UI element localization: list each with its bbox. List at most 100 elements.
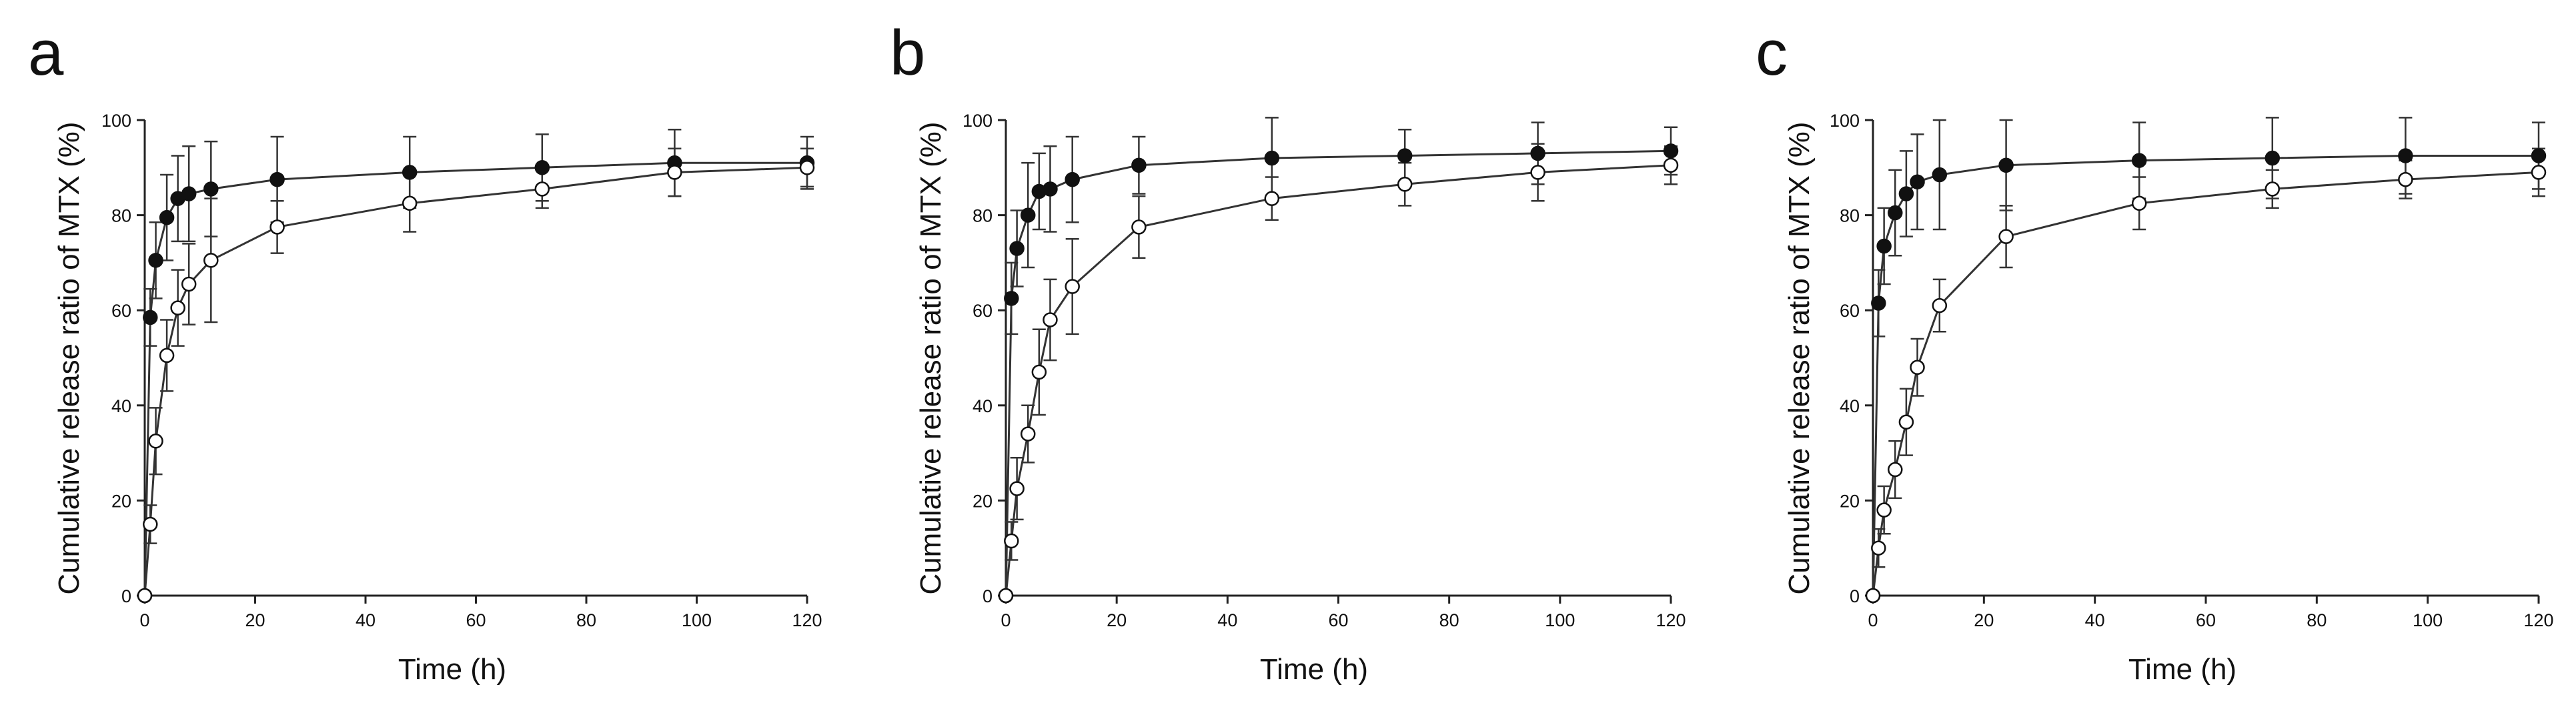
x-tick-label-c: 20 xyxy=(1974,610,1994,630)
data-point-filled-b xyxy=(1004,291,1019,306)
plot-area-a: 0 20 40 60 80 100 120 0 20 40 60 80 100 xyxy=(101,111,822,630)
data-point-open-a xyxy=(667,165,682,180)
plot-area-b: 0 20 40 60 80 100 120 0 20 40 60 80 100 xyxy=(962,111,1686,630)
data-point-open-b xyxy=(1031,364,1047,380)
data-point-open-b xyxy=(1530,165,1545,180)
data-point-filled-c xyxy=(1998,157,2014,173)
panel-label-b: b xyxy=(890,17,925,89)
x-tick-label-b: 100 xyxy=(1545,610,1575,630)
x-tick-label-a: 100 xyxy=(682,610,712,630)
y-tick-label-b: 40 xyxy=(973,396,993,416)
x-tick-label-a: 20 xyxy=(245,610,265,630)
data-point-open-a xyxy=(402,195,418,211)
series-line-filled-b xyxy=(1005,149,1672,596)
x-tick-label-b: 40 xyxy=(1217,610,1237,630)
x-tick-label-b: 80 xyxy=(1439,610,1459,630)
data-point-filled-b xyxy=(1663,143,1679,159)
data-point-filled-b xyxy=(1397,148,1413,163)
data-point-filled-c xyxy=(2265,150,2281,166)
y-tick-label-b: 20 xyxy=(973,491,993,511)
data-point-open-b xyxy=(1131,219,1147,235)
y-tick-label-c: 80 xyxy=(1840,206,1860,226)
data-point-open-c xyxy=(1998,229,2014,244)
data-point-filled-a xyxy=(143,309,158,325)
x-tick-label-b: 0 xyxy=(1001,610,1011,630)
data-point-filled-b xyxy=(1043,181,1058,197)
series-line-filled-c xyxy=(1872,155,2539,596)
data-point-filled-c xyxy=(2131,153,2147,168)
panel-label-a: a xyxy=(28,17,64,89)
data-point-filled-a xyxy=(148,253,163,268)
x-tick-label-a: 0 xyxy=(139,610,149,630)
data-point-filled-a xyxy=(159,209,175,225)
x-tick-label-b: 120 xyxy=(1656,610,1686,630)
data-point-filled-b xyxy=(1264,150,1280,166)
x-tick-label-c: 0 xyxy=(1868,610,1878,630)
data-point-filled-a xyxy=(534,160,550,175)
x-axis-title-c: Time (h) xyxy=(2128,653,2236,686)
data-point-filled-c xyxy=(1876,238,1892,254)
x-axis-title-a: Time (h) xyxy=(398,653,506,686)
y-tick-label-b: 100 xyxy=(962,111,993,131)
panel-label-c: c xyxy=(1756,17,1788,89)
data-point-open-b xyxy=(1020,426,1036,442)
data-point-filled-c xyxy=(2398,148,2413,163)
data-point-filled-a xyxy=(402,165,418,180)
y-tick-label-a: 60 xyxy=(111,301,131,321)
data-point-filled-b xyxy=(1065,171,1080,187)
data-point-open-a xyxy=(143,516,158,532)
x-tick-label-b: 60 xyxy=(1328,610,1348,630)
data-point-open-c xyxy=(1932,297,1948,313)
data-point-filled-c xyxy=(1932,167,1948,183)
data-point-open-c xyxy=(1865,588,1881,604)
y-axis-title-c: Cumulative release ratio of MTX (%) xyxy=(1783,121,1816,594)
y-tick-label-c: 60 xyxy=(1840,301,1860,321)
data-point-open-a xyxy=(269,219,285,235)
data-point-filled-a xyxy=(269,171,285,187)
x-tick-label-a: 120 xyxy=(792,610,822,630)
x-tick-label-a: 80 xyxy=(576,610,596,630)
data-point-open-a xyxy=(799,160,815,175)
data-point-open-b xyxy=(1009,481,1025,496)
data-point-open-a xyxy=(170,300,185,315)
y-tick-label-c: 100 xyxy=(1830,111,1860,131)
data-point-open-b xyxy=(1663,157,1679,173)
data-point-filled-b xyxy=(1009,241,1025,256)
x-tick-label-c: 60 xyxy=(2196,610,2216,630)
plot-area-c: 0 20 40 60 80 100 120 0 20 40 60 80 100 xyxy=(1830,111,2554,630)
data-point-filled-c xyxy=(2531,148,2547,163)
y-tick-label-b: 0 xyxy=(983,586,993,606)
panel-a: a Time (h) Cumulative release ratio of M… xyxy=(28,17,822,686)
data-point-open-b xyxy=(1264,191,1280,206)
y-tick-label-a: 100 xyxy=(101,111,131,131)
series-line-open-a xyxy=(143,166,808,596)
y-tick-label-a: 0 xyxy=(121,586,131,606)
y-axis-title-a: Cumulative release ratio of MTX (%) xyxy=(53,121,85,594)
series-line-filled-a xyxy=(143,161,807,596)
x-tick-label-c: 120 xyxy=(2523,610,2553,630)
data-point-open-c xyxy=(2531,165,2547,180)
data-point-open-b xyxy=(998,588,1014,604)
y-tick-label-c: 40 xyxy=(1840,396,1860,416)
data-point-filled-b xyxy=(1020,207,1036,223)
y-tick-label-c: 20 xyxy=(1840,491,1860,511)
data-point-filled-c xyxy=(1888,205,1903,221)
y-tick-label-b: 80 xyxy=(973,206,993,226)
x-tick-label-c: 80 xyxy=(2307,610,2327,630)
data-point-filled-a xyxy=(181,186,197,201)
series-line-open-b xyxy=(1005,164,1672,596)
y-tick-label-a: 80 xyxy=(111,206,131,226)
series-line-open-c xyxy=(1872,171,2539,596)
y-tick-label-a: 20 xyxy=(111,491,131,511)
x-tick-label-c: 100 xyxy=(2413,610,2443,630)
panel-c: c Time (h) Cumulative release ratio of M… xyxy=(1756,17,2554,686)
y-tick-label-a: 40 xyxy=(111,396,131,416)
panel-b: b Time (h) Cumulative release ratio of M… xyxy=(890,17,1686,686)
data-point-filled-c xyxy=(1910,174,1925,189)
data-point-filled-c xyxy=(1898,186,1914,201)
data-point-open-a xyxy=(148,434,163,449)
data-point-open-b xyxy=(1043,312,1058,327)
data-point-open-a xyxy=(137,588,153,604)
